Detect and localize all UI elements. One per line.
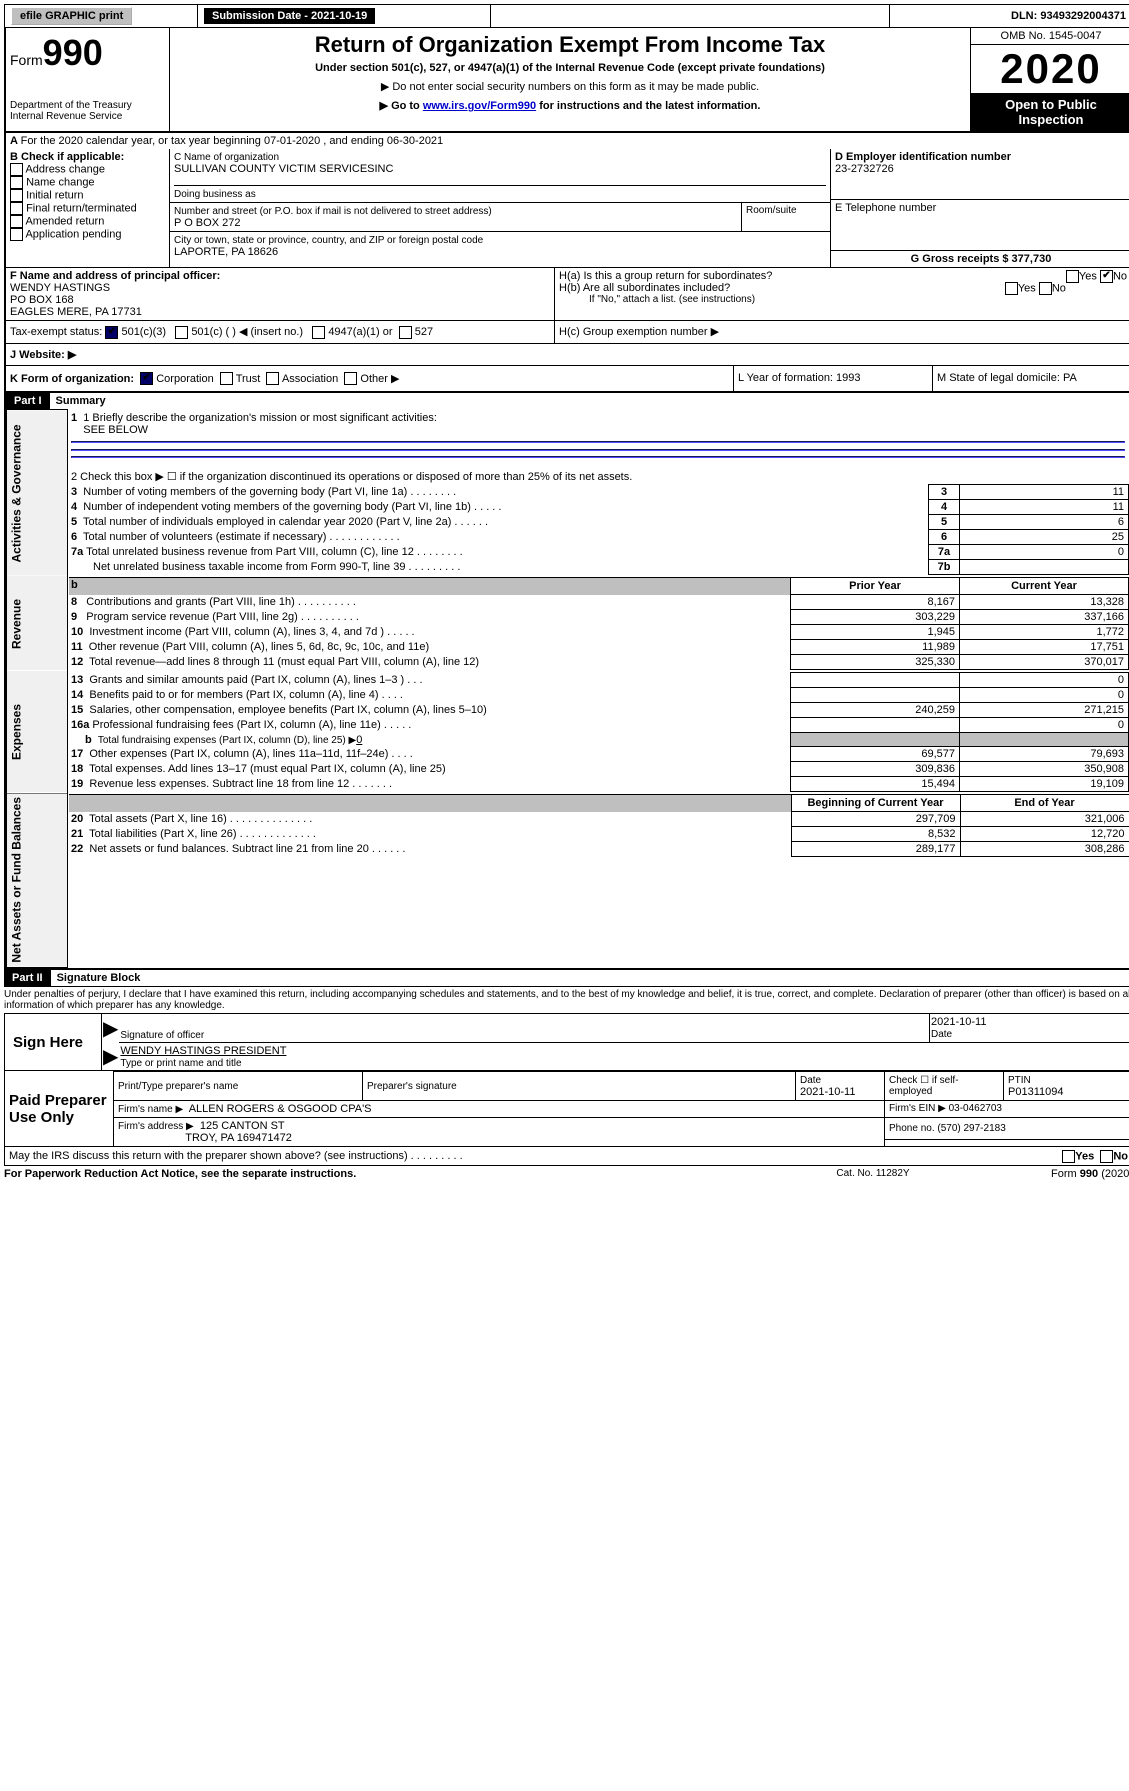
cat-no: Cat. No. 11282Y	[773, 1168, 973, 1180]
gross-receipts: G Gross receipts $ 377,730	[911, 253, 1052, 265]
vlabel-expenses: Expenses	[7, 671, 68, 793]
officer-signature-name: WENDY HASTINGS PRESIDENT	[120, 1045, 286, 1057]
form-footer: Form 990 (2020)	[973, 1168, 1129, 1180]
sign-here: Sign Here	[5, 1014, 102, 1071]
form-990-label: Form990	[10, 32, 165, 74]
submission-date: Submission Date - 2021-10-19	[204, 8, 375, 24]
perjury-statement: Under penalties of perjury, I declare th…	[4, 986, 1129, 1013]
dln: DLN: 93493292004371	[890, 5, 1129, 28]
dept-treasury: Department of the Treasury	[10, 100, 165, 111]
paid-preparer: Paid Preparer Use Only	[5, 1071, 114, 1146]
vlabel-revenue: Revenue	[7, 576, 68, 671]
form-header: Form990 Department of the Treasury Inter…	[4, 28, 1129, 133]
ein: 23-2732726	[835, 163, 894, 175]
sign-date: 2021-10-11	[931, 1016, 986, 1028]
firm-phone: Phone no. (570) 297-2183	[885, 1117, 1129, 1139]
ptin: P01311094	[1008, 1086, 1063, 1098]
dept-irs: Internal Revenue Service	[10, 111, 165, 122]
firm-ein: Firm's EIN ▶ 03-0462703	[885, 1100, 1129, 1117]
year-formation: L Year of formation: 1993	[733, 366, 932, 392]
officer-name: WENDY HASTINGS	[10, 282, 110, 294]
website: J Website: ▶	[10, 349, 76, 361]
pra-notice: For Paperwork Reduction Act Notice, see …	[4, 1168, 356, 1180]
org-address: P O BOX 272	[174, 217, 240, 229]
subtitle: Under section 501(c), 527, or 4947(a)(1)…	[174, 62, 966, 74]
return-title: Return of Organization Exempt From Incom…	[174, 32, 966, 58]
vlabel-netassets: Net Assets or Fund Balances	[7, 793, 68, 968]
top-bar: efile GRAPHIC print Submission Date - 20…	[4, 4, 1129, 28]
org-city: LAPORTE, PA 18626	[174, 246, 278, 258]
firm-name: ALLEN ROGERS & OSGOOD CPA'S	[189, 1103, 372, 1115]
telephone-label: E Telephone number	[835, 202, 936, 214]
efile-print-button[interactable]: efile GRAPHIC print	[11, 7, 132, 25]
group-exemption: H(c) Group exemption number ▶	[555, 321, 1129, 343]
mission: SEE BELOW	[83, 424, 148, 436]
part1-bar: Part I	[6, 393, 50, 409]
box-b: B Check if applicable: Address change Na…	[6, 149, 170, 267]
state-domicile: M State of legal domicile: PA	[932, 366, 1129, 392]
tax-year: 2020	[971, 45, 1129, 93]
tax-period: A For the 2020 calendar year, or tax yea…	[4, 133, 1129, 149]
part2-bar: Part II	[4, 970, 51, 986]
goto-note: ▶ Go to www.irs.gov/Form990 for instruct…	[174, 99, 966, 112]
vlabel-governance: Activities & Governance	[7, 410, 68, 577]
open-public: Open to Public Inspection	[971, 93, 1129, 131]
ssn-note: ▶ Do not enter social security numbers o…	[174, 80, 966, 93]
org-name: SULLIVAN COUNTY VICTIM SERVICESINC	[174, 163, 393, 175]
form990-link[interactable]: www.irs.gov/Form990	[423, 100, 536, 112]
voting-members: 11	[960, 485, 1129, 500]
omb: OMB No. 1545-0047	[971, 28, 1129, 45]
